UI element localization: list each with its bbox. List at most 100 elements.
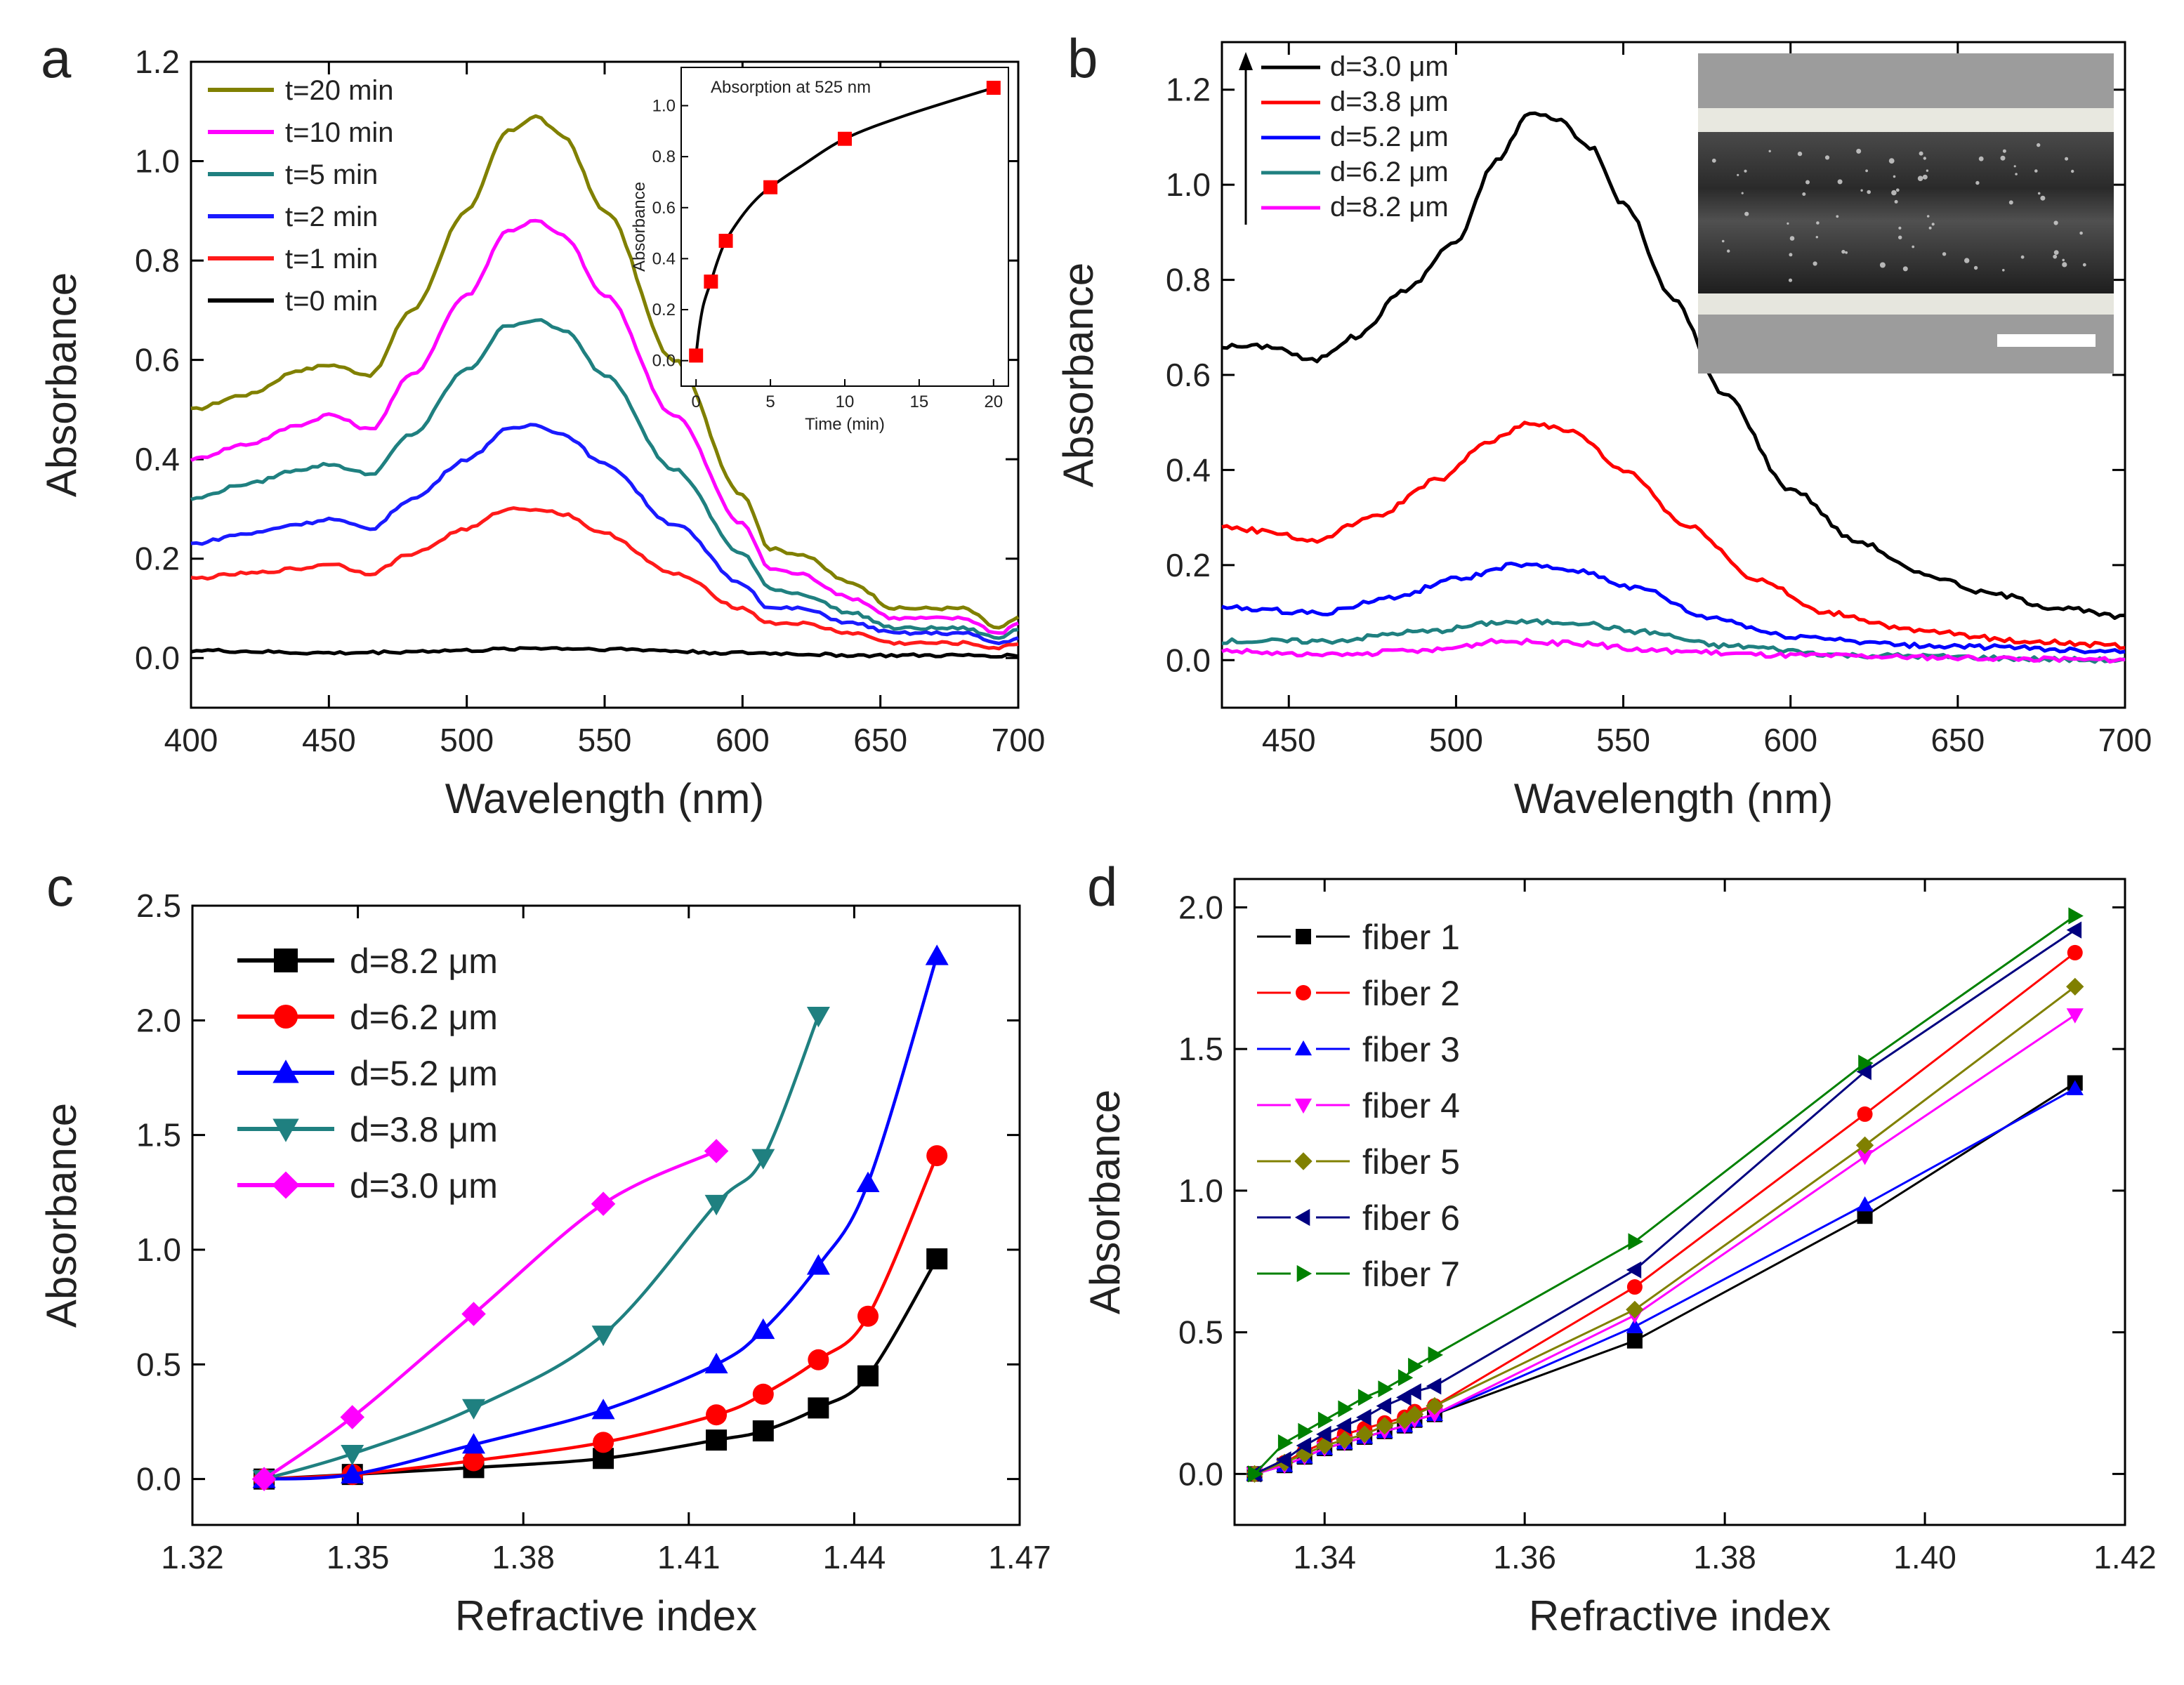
a-inset-fit-line [695, 86, 994, 356]
b-sem-particle [1894, 199, 1898, 204]
a-series-line [190, 218, 1019, 635]
c-data-point [926, 1145, 948, 1167]
b-sem-particle [1860, 189, 1863, 192]
b-y-tick-label: 0.8 [1166, 262, 1211, 298]
c-data-point [706, 1404, 728, 1426]
b-sem-particle [1928, 226, 1932, 230]
b-sem-particle [1926, 169, 1929, 172]
d-data-point [1856, 1150, 1874, 1165]
b-sem-particle [2065, 157, 2069, 161]
d-data-point [1397, 1369, 1414, 1387]
c-y-tick-label: 0.0 [136, 1461, 181, 1498]
c-data-point [752, 1420, 774, 1442]
d-data-point [1428, 1346, 1443, 1363]
a-series-line [190, 114, 1020, 630]
d-data-point [1426, 1377, 1442, 1395]
d-data-point [1276, 1451, 1291, 1469]
c-data-point [704, 1194, 728, 1216]
panel-letter-d: d [1087, 856, 1117, 918]
c-y-tick-label: 2.0 [136, 1002, 181, 1038]
b-sem-particle [1744, 211, 1749, 216]
a-inset-title: Absorption at 525 nm [711, 78, 871, 97]
b-sem-particle [2020, 255, 2025, 259]
b-sem-particle [1891, 190, 1897, 196]
a-inset-data-point [986, 81, 1001, 95]
c-legend-marker [272, 1118, 299, 1142]
a-x-tick-label: 650 [853, 722, 907, 758]
c-data-point [808, 1397, 829, 1419]
d-data-point [1426, 1396, 1444, 1415]
c-legend-label: d=6.2 μm [350, 998, 498, 1037]
c-data-point [591, 1399, 615, 1420]
d-data-point [1626, 1300, 1644, 1319]
b-sem-scale-bar [1997, 334, 2096, 347]
panel-c-chart: 1.32 1.35 1.38 1.41 1.44 1.47 0.0 0.5 1.0 1.5 2.0 2… [38, 887, 1051, 1639]
d-legend-label: fiber 1 [1362, 918, 1460, 957]
a-inset-x-tick-label: 0 [692, 392, 701, 411]
c-x-tick-label: 1.47 [988, 1539, 1051, 1575]
a-inset-data-point [689, 348, 704, 363]
d-data-point [1408, 1357, 1423, 1375]
a-inset-data-point [718, 233, 733, 248]
a-y-tick-label: 0.8 [135, 242, 180, 279]
a-y-tick-label: 0.2 [135, 541, 180, 577]
b-sem-particle [1923, 157, 1926, 160]
a-y-tick-label: 0.6 [135, 342, 180, 378]
b-sem-particle [1902, 266, 1908, 272]
b-x-tick-label: 550 [1596, 722, 1650, 758]
b-y-tick-label: 0.6 [1166, 357, 1211, 393]
b-sem-particle [1912, 245, 1915, 249]
b-y-tick-label: 1.2 [1166, 72, 1211, 108]
a-x-axis-title: Wavelength (nm) [445, 775, 765, 822]
c-data-point [340, 1405, 364, 1429]
d-plot-frame [1233, 878, 2126, 1526]
c-data-point [462, 1433, 485, 1454]
a-inset-data-point [763, 180, 778, 194]
b-sem-particle [1836, 215, 1839, 218]
d-data-point [1626, 1318, 1643, 1333]
d-data-point [1857, 1106, 1873, 1122]
b-sem-inset-image [1698, 53, 2114, 374]
d-data-point [1858, 1055, 1874, 1072]
b-sem-particle [1727, 249, 1730, 253]
panel-letter-b: b [1067, 27, 1098, 89]
d-data-point [1628, 1233, 1643, 1250]
b-x-tick-label: 500 [1429, 722, 1483, 758]
b-sem-particle [1922, 174, 1928, 180]
b-sem-particle [1867, 190, 1871, 194]
c-data-point [593, 1432, 614, 1453]
b-sem-particle [2008, 200, 2013, 205]
b-sem-particle [1888, 158, 1895, 164]
b-sem-particle [1789, 253, 1793, 257]
d-legend-label: fiber 6 [1362, 1198, 1460, 1238]
d-data-point [1855, 1136, 1874, 1154]
c-data-point [857, 1305, 879, 1327]
c-data-point [704, 1352, 728, 1374]
b-sem-particle [2034, 169, 2038, 173]
d-data-point [2067, 944, 2083, 960]
d-legend-label: fiber 2 [1362, 974, 1460, 1013]
b-sem-edge-top [1698, 108, 2114, 132]
a-x-tick-label: 550 [578, 722, 632, 758]
d-data-point [1406, 1383, 1421, 1401]
c-x-tick-label: 1.44 [823, 1539, 886, 1575]
b-sem-particle [2082, 263, 2086, 267]
b-sem-particle [1789, 236, 1795, 241]
b-sem-particle [1744, 169, 1747, 173]
c-data-point [461, 1302, 486, 1326]
a-inset-x-tick-label: 15 [910, 392, 929, 411]
c-data-point [925, 944, 949, 965]
b-sem-particle [2037, 143, 2041, 147]
c-x-tick-label: 1.38 [492, 1539, 555, 1575]
d-data-point [2066, 1008, 2084, 1024]
c-x-axis-title: Refractive index [455, 1592, 757, 1639]
b-x-tick-label: 650 [1930, 722, 1985, 758]
panel-letter-a: a [41, 27, 72, 89]
a-legend-label: t=20 min [285, 75, 394, 106]
panel-a-chart: 400 450 500 550 600 650 700 0.0 0.2 0.4 0.6 0.8 1.0 1… [38, 44, 1045, 822]
d-data-point [1376, 1417, 1394, 1435]
a-inset-data-point [838, 131, 852, 146]
d-x-tick-label: 1.42 [2093, 1539, 2157, 1575]
b-x-tick-label: 600 [1763, 722, 1817, 758]
d-data-point [1336, 1417, 1352, 1434]
